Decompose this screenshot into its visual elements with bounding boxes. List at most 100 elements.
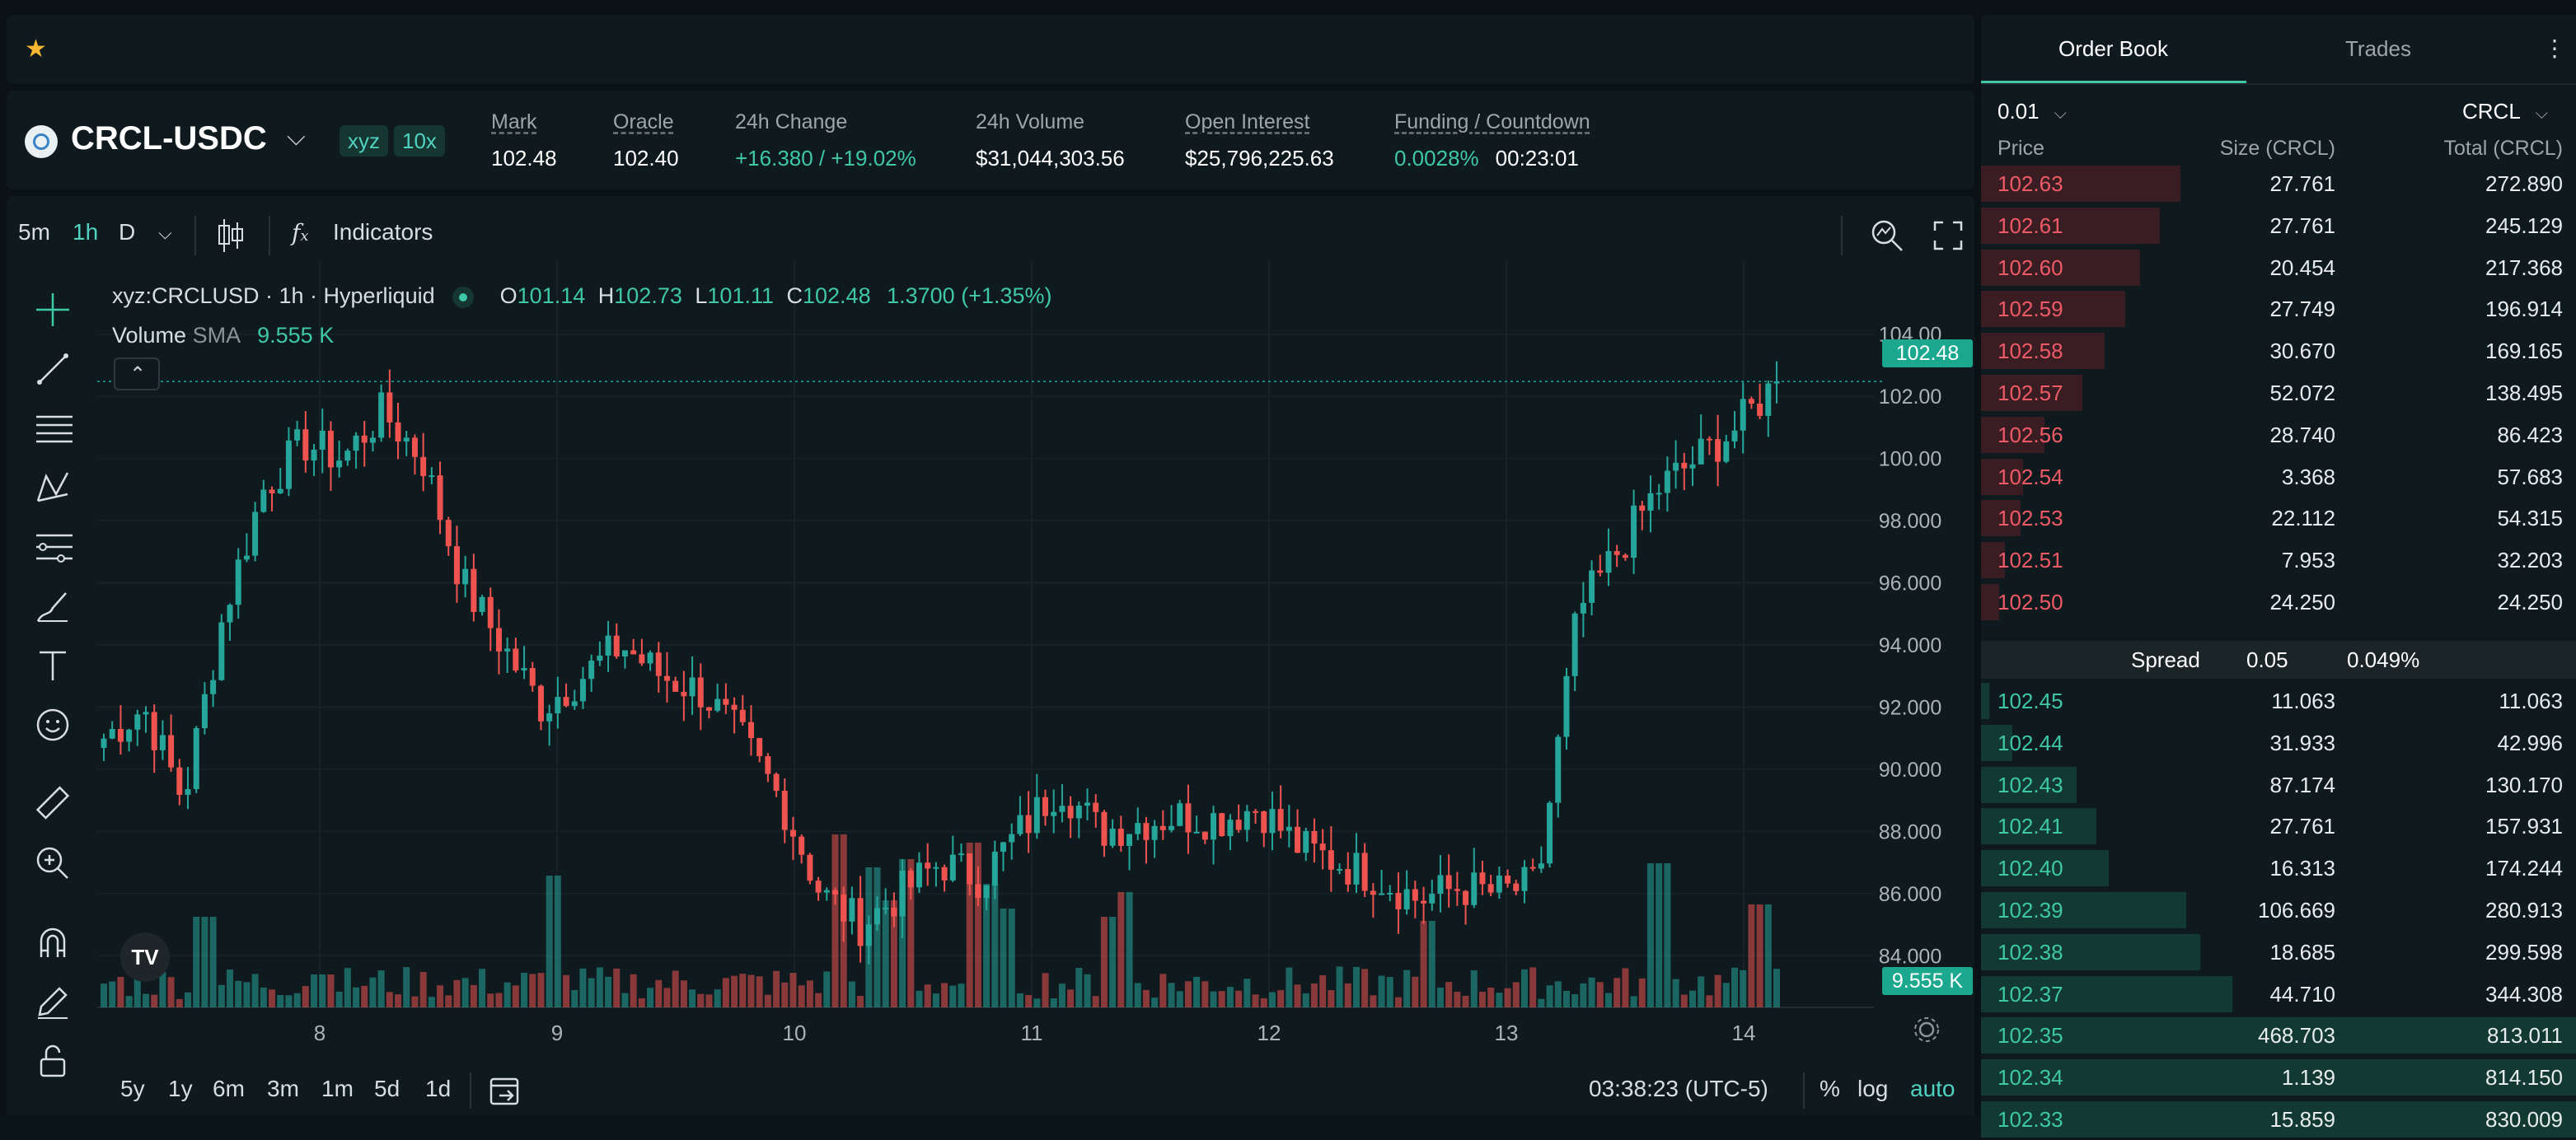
row-size: 30.670	[2269, 339, 2335, 364]
range-1d[interactable]: 1d	[425, 1076, 452, 1101]
volume-bar	[831, 834, 839, 1007]
row-total: 830.009	[2485, 1107, 2563, 1132]
volume-bar	[1201, 981, 1209, 1007]
emoji-tool[interactable]	[23, 702, 82, 748]
ruler-tool[interactable]	[23, 781, 82, 827]
auto-toggle[interactable]: auto	[1910, 1076, 1955, 1101]
tick-size-select[interactable]: 0.01 ⌵	[1998, 99, 2067, 124]
text-tool[interactable]	[23, 642, 82, 689]
collapse-legend-button[interactable]: ⌃	[114, 357, 160, 390]
volume-bar	[1176, 991, 1183, 1007]
bid-row[interactable]: 102.40 16.313 174.244	[1981, 848, 2576, 889]
interval-d[interactable]: D	[119, 219, 136, 245]
forecast-tool[interactable]	[23, 524, 82, 570]
more-options-icon[interactable]: ⋮	[2543, 35, 2566, 61]
bid-row[interactable]: 102.37 44.710 344.308	[1981, 974, 2576, 1015]
candle-body	[597, 655, 603, 661]
candle-body	[807, 854, 813, 881]
volume-bar	[1260, 997, 1267, 1007]
candle-body	[1471, 872, 1478, 905]
volume-legend-value: 9.555 K	[257, 323, 335, 348]
ask-row[interactable]: 102.50 24.250 24.250	[1981, 582, 2576, 623]
bid-row[interactable]: 102.33 15.859 830.009	[1981, 1099, 2576, 1140]
ask-row[interactable]: 102.57 52.072 138.495	[1981, 372, 2576, 413]
col-price: Price	[1998, 137, 2044, 160]
price-chart[interactable]: 104.00102.00100.0098.00096.00094.00092.0…	[7, 196, 1974, 1115]
brush-tool[interactable]	[23, 583, 82, 629]
range-6m[interactable]: 6m	[213, 1076, 245, 1101]
bid-row[interactable]: 102.45 11.063 11.063	[1981, 680, 2576, 722]
candle-body	[210, 680, 217, 694]
range-1y[interactable]: 1y	[168, 1076, 193, 1101]
ask-row[interactable]: 102.59 27.749 196.914	[1981, 288, 2576, 329]
log-toggle[interactable]: log	[1857, 1076, 1889, 1101]
bid-row[interactable]: 102.38 18.685 299.598	[1981, 932, 2576, 973]
candle-type-icon[interactable]	[216, 216, 246, 255]
chevron-down-icon[interactable]: ⌵	[287, 124, 306, 151]
fib-tool[interactable]	[23, 405, 82, 451]
pattern-tool[interactable]	[23, 465, 82, 511]
ask-row[interactable]: 102.56 28.740 86.423	[1981, 414, 2576, 456]
calendar-goto-icon[interactable]	[488, 1074, 522, 1107]
indicators-button[interactable]: Indicators	[333, 219, 433, 245]
bid-row[interactable]: 102.44 31.933 42.996	[1981, 722, 2576, 764]
row-total: 174.244	[2485, 856, 2563, 881]
interval-5m[interactable]: 5m	[18, 219, 50, 245]
axis-settings-icon[interactable]	[1912, 1015, 1941, 1044]
bid-row[interactable]: 102.41 27.761 157.931	[1981, 806, 2576, 847]
bid-row[interactable]: 102.39 106.669 280.913	[1981, 890, 2576, 931]
stay-drawing-tool[interactable]	[23, 979, 82, 1025]
crosshair-tool[interactable]	[23, 287, 82, 333]
volume-bar	[1134, 983, 1141, 1007]
range-1m[interactable]: 1m	[321, 1076, 354, 1101]
bid-row[interactable]: 102.35 468.703 813.011	[1981, 1015, 2576, 1056]
unit-select[interactable]: CRCL ⌵	[2462, 99, 2548, 124]
ask-row[interactable]: 102.54 3.368 57.683	[1981, 456, 2576, 498]
zoom-in-tool[interactable]	[23, 840, 82, 886]
candle-body	[495, 628, 502, 652]
candle-body	[101, 738, 107, 749]
range-3m[interactable]: 3m	[267, 1076, 299, 1101]
fullscreen-icon[interactable]	[1932, 219, 1965, 252]
stat-24h-change: 24h Change +16.380 / +19.02%	[735, 110, 916, 171]
volume-bar	[1378, 975, 1385, 1007]
candle-body	[1201, 831, 1208, 840]
ask-row[interactable]: 102.60 20.454 217.368	[1981, 247, 2576, 288]
fx-icon[interactable]: fx	[292, 219, 309, 246]
trend-line-tool[interactable]	[23, 346, 82, 392]
ask-row[interactable]: 102.63 27.761 272.890	[1981, 163, 2576, 204]
range-5d[interactable]: 5d	[374, 1076, 400, 1101]
row-price: 102.61	[1998, 213, 2063, 238]
ask-row[interactable]: 102.58 30.670 169.165	[1981, 330, 2576, 371]
zoom-search-icon[interactable]	[1869, 217, 1905, 254]
bid-row[interactable]: 102.34 1.139 814.150	[1981, 1057, 2576, 1098]
tab-trades[interactable]: Trades	[2345, 36, 2411, 61]
lock-icon[interactable]	[23, 1038, 82, 1084]
volume-bar	[1571, 994, 1579, 1007]
interval-1h[interactable]: 1h	[73, 219, 99, 245]
ask-row[interactable]: 102.53 22.112 54.315	[1981, 498, 2576, 539]
tradingview-logo-icon[interactable]: TV	[120, 932, 170, 982]
interval-chevron-icon[interactable]: ⌵	[158, 222, 172, 243]
volume-bar	[672, 970, 679, 1007]
percent-toggle[interactable]: %	[1820, 1076, 1840, 1101]
ask-row[interactable]: 102.61 27.761 245.129	[1981, 205, 2576, 246]
range-5y[interactable]: 5y	[120, 1076, 145, 1101]
candle-body	[1580, 602, 1586, 614]
pair-selector[interactable]: CRCL-USDC	[71, 120, 267, 157]
tab-order-book[interactable]: Order Book	[2058, 36, 2168, 61]
row-total: 86.423	[2497, 422, 2563, 447]
bid-row[interactable]: 102.43 87.174 130.170	[1981, 764, 2576, 806]
candle-body	[1269, 809, 1276, 834]
volume-bar	[899, 859, 906, 1007]
ask-row[interactable]: 102.51 7.953 32.203	[1981, 540, 2576, 581]
row-total: 54.315	[2497, 506, 2563, 531]
star-icon[interactable]: ★	[25, 35, 47, 63]
leverage-badge[interactable]: 10x	[394, 125, 445, 157]
time-axis-label: 11	[1021, 1021, 1043, 1045]
candle-body	[521, 668, 527, 670]
magnet-tool[interactable]	[23, 919, 82, 965]
candle-body	[143, 712, 149, 715]
volume-bar	[1151, 997, 1159, 1007]
depth-bar	[1981, 1017, 2576, 1054]
